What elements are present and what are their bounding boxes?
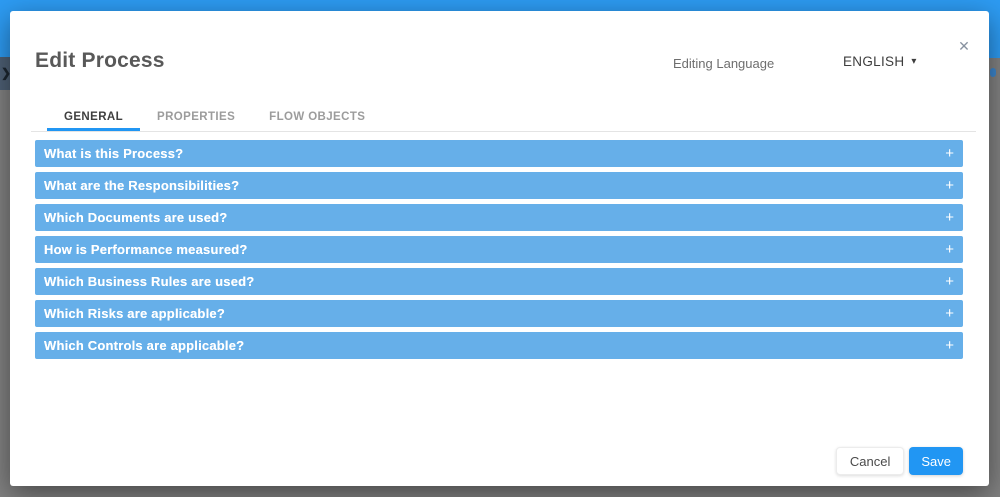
chevron-down-icon: ▾ bbox=[911, 56, 917, 67]
sidebar-collapse-toggle[interactable]: ❯ bbox=[0, 57, 10, 90]
plus-icon[interactable]: + bbox=[945, 209, 954, 226]
save-button[interactable]: Save bbox=[909, 447, 963, 475]
tab-general[interactable]: GENERAL bbox=[47, 103, 141, 131]
tab-bar: GENERAL PROPERTIES FLOW OBJECTS bbox=[47, 103, 382, 132]
page-title: Edit Process bbox=[35, 49, 165, 72]
tab-properties[interactable]: PROPERTIES bbox=[157, 111, 236, 123]
accordion-label: Which Business Rules are used? bbox=[44, 274, 255, 289]
edit-process-dialog: Edit Process Editing Language ENGLISH ▾ … bbox=[10, 11, 989, 486]
accordion-header-controls[interactable]: Which Controls are applicable? + bbox=[35, 332, 963, 359]
chevron-right-icon: ❯ bbox=[1, 66, 10, 80]
editing-language-label: Editing Language bbox=[673, 56, 775, 71]
dialog-footer: Cancel Save bbox=[835, 447, 963, 475]
accordion-label: How is Performance measured? bbox=[44, 242, 248, 257]
accordion-header-business-rules[interactable]: Which Business Rules are used? + bbox=[35, 268, 963, 295]
language-value: ENGLISH bbox=[843, 54, 905, 69]
accordion-header-performance[interactable]: How is Performance measured? + bbox=[35, 236, 963, 263]
accordion-list: What is this Process? + What are the Res… bbox=[35, 140, 963, 364]
tab-flow-objects[interactable]: FLOW OBJECTS bbox=[269, 111, 366, 123]
accordion-header-documents[interactable]: Which Documents are used? + bbox=[35, 204, 963, 231]
accordion-label: What is this Process? bbox=[44, 146, 184, 161]
plus-icon[interactable]: + bbox=[945, 337, 954, 354]
plus-icon[interactable]: + bbox=[945, 177, 954, 194]
plus-icon[interactable]: + bbox=[945, 145, 954, 162]
background-scrollbar-thumb bbox=[990, 68, 996, 77]
cancel-button[interactable]: Cancel bbox=[835, 447, 905, 475]
close-icon[interactable]: ✕ bbox=[958, 38, 970, 54]
plus-icon[interactable]: + bbox=[945, 241, 954, 258]
accordion-header-responsibilities[interactable]: What are the Responsibilities? + bbox=[35, 172, 963, 199]
language-dropdown[interactable]: ENGLISH ▾ bbox=[843, 54, 917, 69]
accordion-label: Which Risks are applicable? bbox=[44, 306, 225, 321]
plus-icon[interactable]: + bbox=[945, 273, 954, 290]
plus-icon[interactable]: + bbox=[945, 305, 954, 322]
tabbar-divider bbox=[31, 131, 976, 132]
accordion-label: Which Controls are applicable? bbox=[44, 338, 245, 353]
accordion-label: What are the Responsibilities? bbox=[44, 178, 240, 193]
accordion-header-what-is-this-process[interactable]: What is this Process? + bbox=[35, 140, 963, 167]
accordion-label: Which Documents are used? bbox=[44, 210, 228, 225]
accordion-header-risks[interactable]: Which Risks are applicable? + bbox=[35, 300, 963, 327]
